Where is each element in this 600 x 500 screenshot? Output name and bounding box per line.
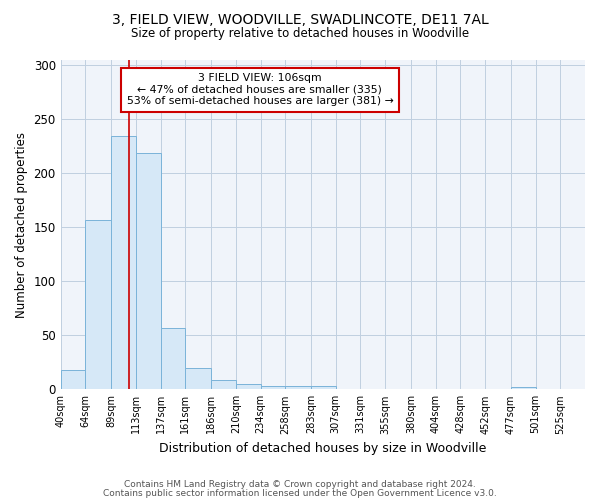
Bar bbox=[511, 387, 536, 390]
Bar bbox=[311, 386, 336, 390]
Bar bbox=[161, 328, 185, 390]
Bar bbox=[136, 153, 161, 390]
Text: Contains public sector information licensed under the Open Government Licence v3: Contains public sector information licen… bbox=[103, 488, 497, 498]
Bar bbox=[111, 136, 136, 390]
Y-axis label: Number of detached properties: Number of detached properties bbox=[15, 132, 28, 318]
Text: 3 FIELD VIEW: 106sqm
← 47% of detached houses are smaller (335)
53% of semi-deta: 3 FIELD VIEW: 106sqm ← 47% of detached h… bbox=[127, 73, 393, 106]
Bar bbox=[285, 386, 311, 390]
Text: Contains HM Land Registry data © Crown copyright and database right 2024.: Contains HM Land Registry data © Crown c… bbox=[124, 480, 476, 489]
Bar bbox=[185, 368, 211, 390]
Text: Size of property relative to detached houses in Woodville: Size of property relative to detached ho… bbox=[131, 28, 469, 40]
X-axis label: Distribution of detached houses by size in Woodville: Distribution of detached houses by size … bbox=[159, 442, 487, 455]
Bar bbox=[61, 370, 85, 390]
Text: 3, FIELD VIEW, WOODVILLE, SWADLINCOTE, DE11 7AL: 3, FIELD VIEW, WOODVILLE, SWADLINCOTE, D… bbox=[112, 12, 488, 26]
Bar bbox=[236, 384, 260, 390]
Bar bbox=[85, 220, 111, 390]
Bar bbox=[211, 380, 236, 390]
Bar bbox=[260, 386, 285, 390]
